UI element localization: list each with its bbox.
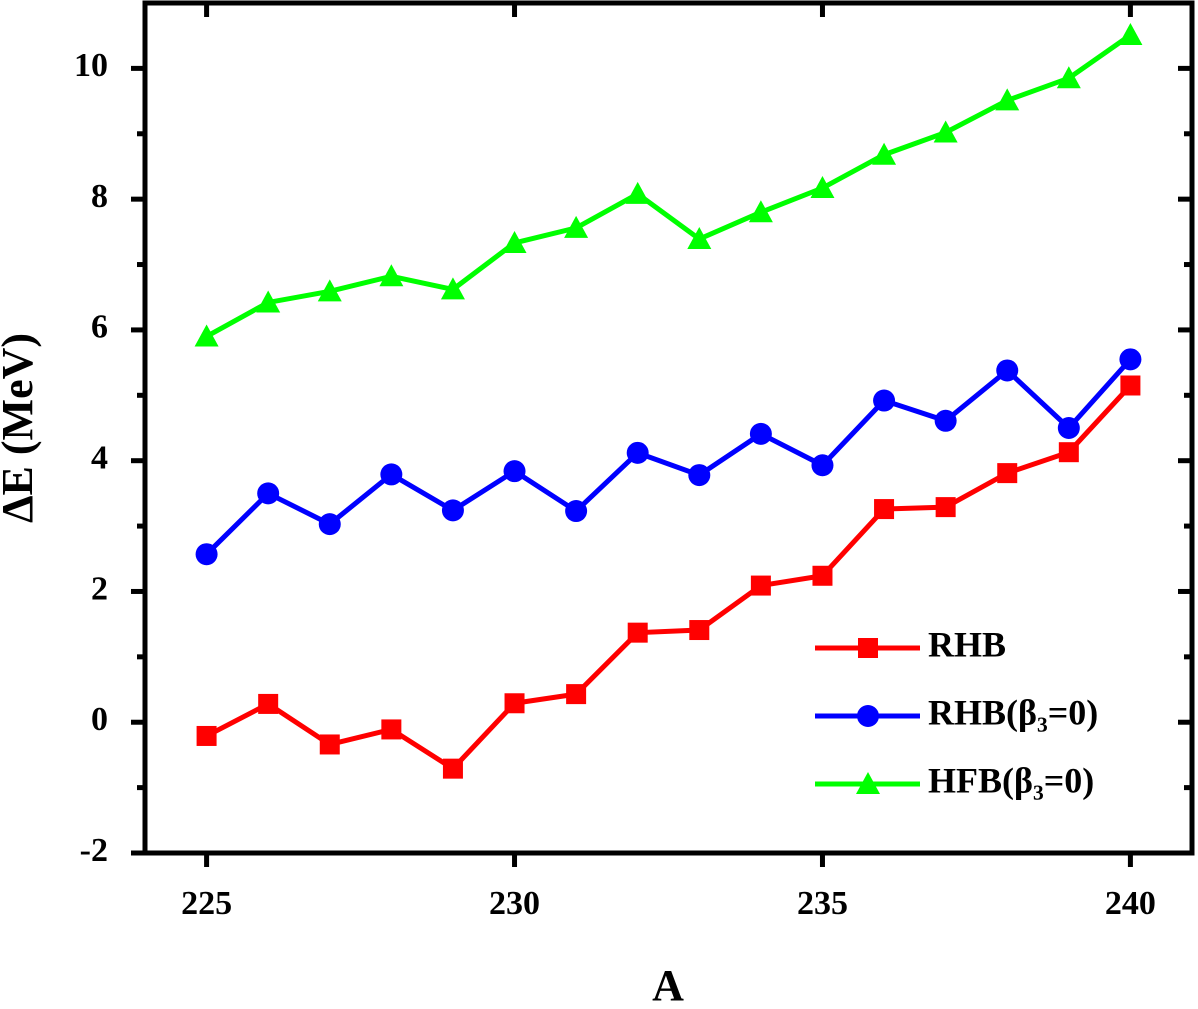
marker [258, 693, 279, 714]
legend-marker [857, 705, 879, 727]
y-tick-label: 10 [74, 47, 108, 84]
marker [566, 684, 587, 705]
marker [626, 441, 649, 464]
marker [564, 215, 589, 238]
series-line [204, 357, 1133, 556]
marker [689, 620, 710, 641]
marker [1057, 417, 1080, 439]
marker [748, 200, 773, 223]
x-tick-label: 230 [489, 885, 540, 922]
y-tick-label: 6 [91, 309, 108, 346]
marker [625, 181, 650, 204]
marker [1056, 66, 1081, 89]
marker [688, 464, 711, 487]
legend-label: RHB(β₃=0) [928, 692, 1098, 732]
marker [995, 88, 1020, 111]
marker [1119, 348, 1142, 371]
marker [257, 482, 280, 505]
marker [256, 290, 281, 313]
series-line [205, 383, 1133, 772]
y-tick-label: -2 [80, 832, 108, 869]
marker [935, 497, 956, 518]
marker [194, 324, 219, 347]
x-tick-label: 240 [1105, 885, 1156, 922]
marker [1120, 375, 1141, 396]
y-axis-label: ΔE (MeV) [0, 333, 42, 523]
legend-marker [856, 772, 880, 794]
x-tick-label: 225 [181, 885, 232, 922]
x-tick-label: 235 [797, 885, 848, 922]
marker [195, 543, 218, 566]
marker [441, 499, 464, 522]
marker [873, 389, 896, 412]
marker [319, 734, 340, 755]
x-axis-label: A [652, 961, 684, 1009]
marker [442, 758, 463, 779]
marker [627, 622, 648, 643]
marker [317, 279, 342, 302]
marker [934, 409, 957, 432]
marker [318, 513, 341, 536]
series-line [205, 32, 1132, 339]
marker [1058, 442, 1079, 463]
y-tick-label: 2 [91, 570, 108, 607]
plot-frame [142, 0, 1195, 856]
marker [1118, 23, 1143, 46]
marker [811, 454, 834, 477]
marker [440, 277, 465, 300]
y-tick-label: 0 [91, 701, 108, 738]
marker [379, 264, 404, 287]
legend-label: HFB(β₃=0) [928, 760, 1094, 800]
marker [749, 422, 772, 445]
marker [874, 499, 895, 520]
marker [196, 725, 217, 746]
marker [933, 120, 958, 143]
marker [996, 359, 1019, 382]
y-tick-label: 4 [91, 439, 108, 476]
marker [872, 142, 897, 165]
marker [812, 565, 833, 586]
marker [687, 227, 712, 250]
marker [503, 460, 526, 483]
marker [750, 575, 771, 596]
marker [504, 693, 525, 714]
legend-marker [858, 638, 878, 658]
legend-label: RHB [928, 624, 1006, 664]
marker [502, 230, 527, 253]
marker [381, 719, 402, 740]
marker [565, 500, 588, 523]
marker [810, 176, 835, 199]
y-tick-label: 8 [91, 178, 108, 215]
marker [997, 463, 1018, 484]
marker [380, 463, 403, 486]
